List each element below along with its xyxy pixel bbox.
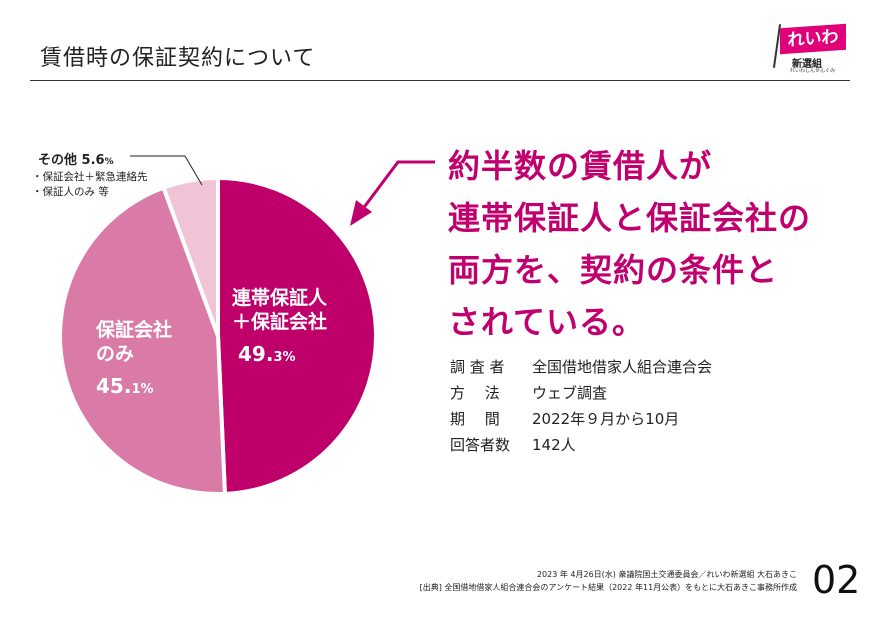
arrow-icon [350,160,435,226]
headline-line: 約半数の賃借人が [448,147,713,185]
info-value: 全国借地借家人組合連合会 [532,358,713,376]
headline: 約半数の賃借人が 連帯保証人と保証会社の 両方を、契約の条件と されている。 [448,140,811,348]
pie-slice-2 [160,175,220,337]
note: ・保証人のみ 等 [32,186,109,198]
slice-label-line: ＋保証会社 [232,311,328,333]
headline-line: 連帯保証人と保証会社の [448,199,812,237]
survey-info: 調 査 者 全国借地借家人組合連合会 方 法 ウェブ調査 期 間 2022年９月から1… [450,354,712,458]
info-key: 回答者数 [450,436,511,454]
logo-sub: 新選組 [792,59,822,70]
info-key: 調 査 者 [450,358,505,376]
footer-line: [出典] 全国借地借家人組合連合会のアンケート結果（2022 年11月公表）をも… [419,583,797,592]
info-value: ウェブ調査 [532,384,608,402]
slice-value: 45.1% [96,374,154,398]
slide-title: 賃借時の保証契約について [40,46,316,71]
other-leader-line [130,155,203,186]
footer-line: 2023 年 4月26日(水) 衆議院国土交通委員会／れいわ新選組 大石あきこ [536,570,797,579]
other-label: その他 5.6% [38,153,114,168]
slice-label-line: のみ [96,343,135,365]
logo-tagline: れいわしんせんぐみ [790,68,836,74]
pie-slice-1 [58,185,228,496]
reiwa-logo: れいわ 新選組 れいわしんせんぐみ [772,22,852,74]
headline-line: されている。 [448,303,646,341]
note: ・保証会社＋緊急連絡先 [32,171,148,183]
slice-label-both: 連帯保証人 ＋保証会社 49.3% [232,286,327,370]
slice-value: 49.3% [238,342,296,366]
info-key: 期 間 [450,410,500,428]
footer: 2023 年 4月26日(水) 衆議院国土交通委員会／れいわ新選組 大石あきこ … [420,568,797,594]
headline-line: 両方を、契約の条件と [448,251,779,289]
slice-label-company: 保証会社 のみ 45.1% [96,318,172,402]
info-value: 142人 [532,436,576,454]
slice-label-line: 保証会社 [96,319,173,341]
title-divider [30,80,850,81]
info-value: 2022年９月から10月 [532,410,680,428]
info-key: 方 法 [450,384,500,402]
other-notes: ・保証会社＋緊急連絡先 ・保証人のみ 等 [32,170,148,200]
page-number: 02 [812,558,861,602]
slice-label-line: 連帯保証人 [232,287,328,309]
pie-slice-0 [216,175,378,496]
